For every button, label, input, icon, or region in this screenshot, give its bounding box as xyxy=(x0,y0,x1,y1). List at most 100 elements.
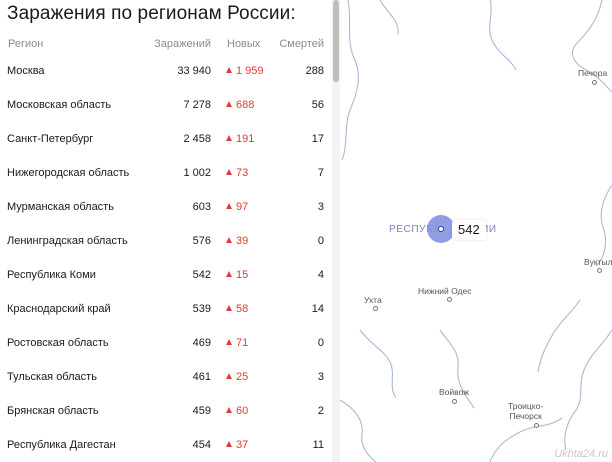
new-cases: 688 xyxy=(226,99,254,111)
new-cases: 1 959 xyxy=(226,65,264,77)
up-triangle-icon xyxy=(226,373,232,379)
new-cases: 73 xyxy=(226,167,248,179)
table-row[interactable]: Санкт-Петербург 2 458 191 17 xyxy=(0,122,332,156)
region-name: Мурманская область xyxy=(7,201,114,213)
city-dot-icon xyxy=(597,268,602,273)
up-triangle-icon xyxy=(226,135,232,141)
table-row[interactable]: Тульская область 461 25 3 xyxy=(0,360,332,394)
up-triangle-icon xyxy=(226,305,232,311)
deaths-count: 11 xyxy=(312,439,324,451)
new-cases-value: 191 xyxy=(236,133,255,145)
location-dot-icon xyxy=(438,226,444,232)
up-triangle-icon xyxy=(226,407,232,413)
deaths-count: 2 xyxy=(317,405,324,417)
region-name: Московская область xyxy=(7,99,112,111)
deaths-count: 0 xyxy=(317,337,324,349)
deaths-count: 3 xyxy=(317,201,324,213)
city-dot-icon xyxy=(373,306,378,311)
deaths-count: 14 xyxy=(311,303,324,315)
region-name: Краснодарский край xyxy=(7,303,111,315)
city-dot-icon xyxy=(452,399,457,404)
river-line xyxy=(537,299,581,373)
new-cases-value: 73 xyxy=(236,167,249,179)
river-line xyxy=(489,417,563,462)
table-row[interactable]: Республика Коми 542 15 4 xyxy=(0,258,332,292)
river-line xyxy=(340,399,377,462)
city-dot-icon xyxy=(447,297,452,302)
river-line xyxy=(595,184,612,267)
regions-table-panel: Заражения по регионам России: Регион Зар… xyxy=(0,3,332,462)
cluster-count-label[interactable]: 542 xyxy=(452,220,486,240)
new-cases: 25 xyxy=(226,371,248,383)
cases-count: 603 xyxy=(192,201,211,213)
place-label-line: Печорск xyxy=(509,411,542,421)
scrollbar-thumb[interactable] xyxy=(333,0,339,82)
table-scrollbar[interactable] xyxy=(332,0,340,462)
map-rivers-layer xyxy=(340,0,612,462)
column-header-cases[interactable]: Заражений xyxy=(154,38,211,50)
cases-count: 469 xyxy=(192,337,211,349)
region-label-komi-right: МИ xyxy=(480,224,497,235)
river-line xyxy=(359,329,397,399)
table-row[interactable]: Республика Дагестан 454 37 11 xyxy=(0,428,332,462)
table-row[interactable]: Брянская область 459 60 2 xyxy=(0,394,332,428)
new-cases: 58 xyxy=(226,303,248,315)
new-cases-value: 39 xyxy=(236,235,249,247)
watermark: Ukhta24.ru xyxy=(554,448,608,460)
table-row[interactable]: Москва 33 940 1 959 288 xyxy=(0,54,332,88)
cases-count: 7 278 xyxy=(183,99,211,111)
table-row[interactable]: Краснодарский край 539 58 14 xyxy=(0,292,332,326)
up-triangle-icon xyxy=(226,169,232,175)
table-row[interactable]: Московская область 7 278 688 56 xyxy=(0,88,332,122)
region-name: Ленинградская область xyxy=(7,235,128,247)
cases-count: 33 940 xyxy=(177,65,211,77)
place-label-vuktyl: Вуктыл xyxy=(584,257,612,267)
up-triangle-icon xyxy=(226,237,232,243)
place-label-ukhta: Ухта xyxy=(364,295,382,305)
place-label-voyvozh: Войвож xyxy=(439,387,469,397)
new-cases-value: 688 xyxy=(236,99,255,111)
region-name: Санкт-Петербург xyxy=(7,133,94,145)
region-name: Республика Коми xyxy=(7,269,96,281)
deaths-count: 56 xyxy=(311,99,324,111)
river-line xyxy=(379,0,399,35)
map-view[interactable]: Печора Вуктыл Нижний Одес Ухта Войвож Тр… xyxy=(340,0,612,462)
column-header-region[interactable]: Регион xyxy=(8,38,44,50)
table-row[interactable]: Нижегородская область 1 002 73 7 xyxy=(0,156,332,190)
river-line xyxy=(564,329,612,451)
table-row[interactable]: Ленинградская область 576 39 0 xyxy=(0,224,332,258)
deaths-count: 3 xyxy=(317,371,324,383)
cases-count: 1 002 xyxy=(183,167,211,179)
up-triangle-icon xyxy=(226,101,232,107)
new-cases: 97 xyxy=(226,201,248,213)
up-triangle-icon xyxy=(226,339,232,345)
table-row[interactable]: Мурманская область 603 97 3 xyxy=(0,190,332,224)
new-cases-value: 15 xyxy=(236,269,249,281)
region-name: Ростовская область xyxy=(7,337,109,349)
new-cases-value: 58 xyxy=(236,303,249,315)
cases-count: 576 xyxy=(192,235,211,247)
new-cases-value: 60 xyxy=(236,405,249,417)
region-name: Республика Дагестан xyxy=(7,439,116,451)
place-label-pechora: Печора xyxy=(578,68,608,78)
deaths-count: 0 xyxy=(317,235,324,247)
river-line xyxy=(489,0,517,71)
river-line xyxy=(571,0,612,93)
new-cases: 15 xyxy=(226,269,248,281)
up-triangle-icon xyxy=(226,441,232,447)
new-cases-value: 25 xyxy=(236,371,249,383)
column-header-deaths[interactable]: Смертей xyxy=(279,38,324,50)
cases-count: 454 xyxy=(192,439,211,451)
region-name: Брянская область xyxy=(7,405,99,417)
new-cases: 37 xyxy=(226,439,248,451)
new-cases: 39 xyxy=(226,235,248,247)
deaths-count: 4 xyxy=(317,269,324,281)
cases-count: 459 xyxy=(192,405,211,417)
regions-table-body: Москва 33 940 1 959 288 Московская облас… xyxy=(0,54,332,462)
table-row[interactable]: Ростовская область 469 71 0 xyxy=(0,326,332,360)
deaths-count: 288 xyxy=(305,65,324,77)
deaths-count: 7 xyxy=(317,167,324,179)
cases-count: 539 xyxy=(192,303,211,315)
region-name: Нижегородская область xyxy=(7,167,130,179)
column-header-new[interactable]: Новых xyxy=(227,38,261,50)
